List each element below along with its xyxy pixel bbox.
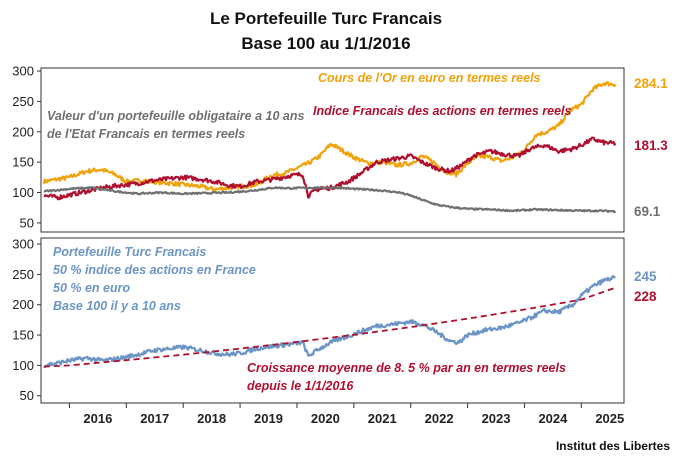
bottom-ytick-label: 50 <box>20 388 34 403</box>
top-series-label-0: Cours de l'Or en euro en termes reels <box>318 71 541 85</box>
x-tick-label: 2024 <box>538 411 568 426</box>
x-tick-label: 2018 <box>197 411 226 426</box>
top-ytick-label: 250 <box>12 94 34 109</box>
x-tick-label: 2025 <box>595 411 624 426</box>
top-series-label-2: Valeur d'un portefeuille obligataire a 1… <box>47 109 304 123</box>
top-ytick-label: 300 <box>12 64 34 79</box>
bottom-end-label-0: 245 <box>634 269 657 284</box>
chart-title-line-2: Base 100 au 1/1/2016 <box>241 34 410 53</box>
bottom-ytick-label: 200 <box>12 297 34 312</box>
top-end-label-0: 284.1 <box>634 76 668 91</box>
top-series-label-2: de l'Etat Francais en termes reels <box>47 127 245 141</box>
bottom-end-label-1: 228 <box>634 289 657 304</box>
bottom-series-label-0: 50 % indice des actions en France <box>53 263 256 277</box>
bottom-series-label-0: Portefeuille Turc Francais <box>53 245 206 259</box>
top-end-label-1: 181.3 <box>634 138 668 153</box>
bottom-ytick-label: 150 <box>12 328 34 343</box>
x-tick-label: 2019 <box>254 411 283 426</box>
top-end-label-2: 69.1 <box>634 204 661 219</box>
plot-layer: 50 100 150 200 250 300 284.1 Cours de l'Or en e… <box>12 64 668 426</box>
top-series-line-2 <box>43 185 617 214</box>
x-tick-label: 2020 <box>311 411 340 426</box>
x-tick-label: 2017 <box>140 411 169 426</box>
top-series-label-1: Indice Francais des actions en termes re… <box>313 104 572 118</box>
chart-title-line-1: Le Portefeuille Turc Francais <box>210 9 442 28</box>
top-ytick-label: 150 <box>12 155 34 170</box>
top-ytick-label: 200 <box>12 124 34 139</box>
bottom-series-label-0: Base 100 il y a 10 ans <box>53 299 181 313</box>
bottom-ytick-label: 300 <box>12 237 34 252</box>
bottom-ytick-label: 250 <box>12 267 34 282</box>
bottom-panel-frame <box>40 237 625 404</box>
x-tick-label: 2022 <box>425 411 454 426</box>
bottom-ytick-label: 100 <box>12 358 34 373</box>
top-panel-frame <box>40 67 625 233</box>
bottom-series-label-0: 50 % en euro <box>53 281 130 295</box>
top-series-line-0 <box>42 81 617 192</box>
x-tick-label: 2016 <box>83 411 112 426</box>
bottom-series-label-1: depuis le 1/1/2016 <box>247 379 354 393</box>
bottom-series-label-1: Croissance moyenne de 8. 5 % par an en t… <box>247 361 566 375</box>
x-tick-label: 2021 <box>368 411 397 426</box>
bottom-series-line-0 <box>43 275 616 369</box>
top-ytick-label: 100 <box>12 185 34 200</box>
bottom-series-line-1 <box>43 286 616 368</box>
x-tick-label: 2023 <box>482 411 511 426</box>
top-ytick-label: 50 <box>20 215 34 230</box>
credit-label: Institut des Libertes <box>556 439 670 453</box>
